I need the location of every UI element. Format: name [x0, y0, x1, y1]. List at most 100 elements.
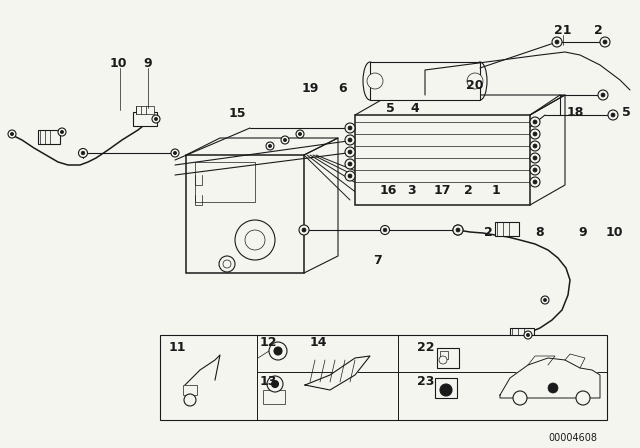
Text: 17: 17 — [433, 184, 451, 197]
Text: 00004608: 00004608 — [548, 433, 598, 443]
Circle shape — [533, 156, 537, 160]
Circle shape — [608, 110, 618, 120]
Text: 5: 5 — [386, 102, 394, 115]
Ellipse shape — [363, 62, 377, 100]
Circle shape — [184, 394, 196, 406]
Bar — [355, 115, 530, 205]
Circle shape — [268, 144, 271, 147]
Bar — [195, 162, 255, 202]
Circle shape — [296, 130, 304, 138]
Circle shape — [598, 90, 608, 100]
Circle shape — [274, 347, 282, 355]
Text: 10: 10 — [109, 56, 127, 69]
Circle shape — [533, 120, 537, 124]
Circle shape — [526, 333, 530, 336]
Circle shape — [284, 138, 287, 142]
Bar — [160, 335, 607, 420]
Circle shape — [543, 298, 547, 302]
Circle shape — [530, 129, 540, 139]
Circle shape — [533, 132, 537, 136]
Bar — [437, 348, 459, 368]
Circle shape — [453, 225, 463, 235]
Bar — [186, 155, 304, 273]
Circle shape — [611, 113, 615, 117]
Circle shape — [381, 225, 390, 234]
Circle shape — [456, 228, 460, 232]
Text: 10: 10 — [605, 225, 623, 238]
Circle shape — [453, 225, 463, 235]
Text: 3: 3 — [408, 184, 416, 197]
Circle shape — [440, 384, 452, 396]
Bar — [370, 62, 480, 100]
Polygon shape — [305, 356, 370, 390]
Circle shape — [281, 136, 289, 144]
Bar — [136, 106, 154, 114]
Circle shape — [266, 142, 274, 150]
Circle shape — [530, 141, 540, 151]
Text: 12: 12 — [259, 336, 276, 349]
Circle shape — [302, 228, 306, 232]
Circle shape — [60, 130, 63, 134]
Bar — [263, 390, 285, 404]
Text: 19: 19 — [301, 82, 319, 95]
Circle shape — [533, 144, 537, 148]
Circle shape — [601, 93, 605, 97]
Circle shape — [345, 135, 355, 145]
Circle shape — [552, 37, 562, 47]
Text: 13: 13 — [259, 375, 276, 388]
Ellipse shape — [473, 62, 487, 100]
Circle shape — [298, 133, 301, 136]
Circle shape — [154, 117, 157, 121]
Text: 21: 21 — [554, 23, 572, 36]
Circle shape — [345, 123, 355, 133]
Circle shape — [345, 147, 355, 157]
Circle shape — [81, 151, 85, 155]
Circle shape — [348, 150, 352, 154]
Text: 6: 6 — [339, 82, 348, 95]
Circle shape — [530, 177, 540, 187]
Circle shape — [530, 117, 540, 127]
Circle shape — [8, 130, 16, 138]
Circle shape — [271, 380, 278, 388]
Circle shape — [555, 40, 559, 44]
Circle shape — [383, 228, 387, 232]
Text: 16: 16 — [380, 184, 397, 197]
Circle shape — [345, 159, 355, 169]
Circle shape — [467, 73, 483, 89]
Circle shape — [439, 356, 447, 364]
Text: 5: 5 — [621, 105, 630, 119]
Text: 15: 15 — [228, 107, 246, 120]
Circle shape — [456, 228, 460, 232]
Circle shape — [513, 391, 527, 405]
Circle shape — [58, 128, 66, 136]
Circle shape — [173, 151, 177, 155]
Bar — [495, 222, 519, 236]
Circle shape — [367, 73, 383, 89]
Circle shape — [267, 376, 283, 392]
Circle shape — [348, 162, 352, 166]
Text: 9: 9 — [144, 56, 152, 69]
Text: 2: 2 — [594, 23, 602, 36]
Text: 2: 2 — [463, 184, 472, 197]
Bar — [510, 328, 534, 342]
Bar — [435, 378, 457, 398]
Circle shape — [245, 230, 265, 250]
Bar — [440, 351, 448, 359]
Circle shape — [530, 153, 540, 163]
Text: 11: 11 — [168, 340, 186, 353]
Text: 20: 20 — [467, 78, 484, 91]
Text: 7: 7 — [374, 254, 382, 267]
Bar — [38, 130, 60, 144]
Circle shape — [235, 220, 275, 260]
Circle shape — [348, 174, 352, 178]
Circle shape — [548, 383, 558, 393]
Circle shape — [348, 138, 352, 142]
Text: 4: 4 — [411, 102, 419, 115]
Circle shape — [345, 171, 355, 181]
Circle shape — [533, 168, 537, 172]
Polygon shape — [500, 358, 600, 398]
Circle shape — [171, 149, 179, 157]
Circle shape — [533, 180, 537, 184]
Text: 18: 18 — [566, 105, 584, 119]
Text: 23: 23 — [417, 375, 435, 388]
